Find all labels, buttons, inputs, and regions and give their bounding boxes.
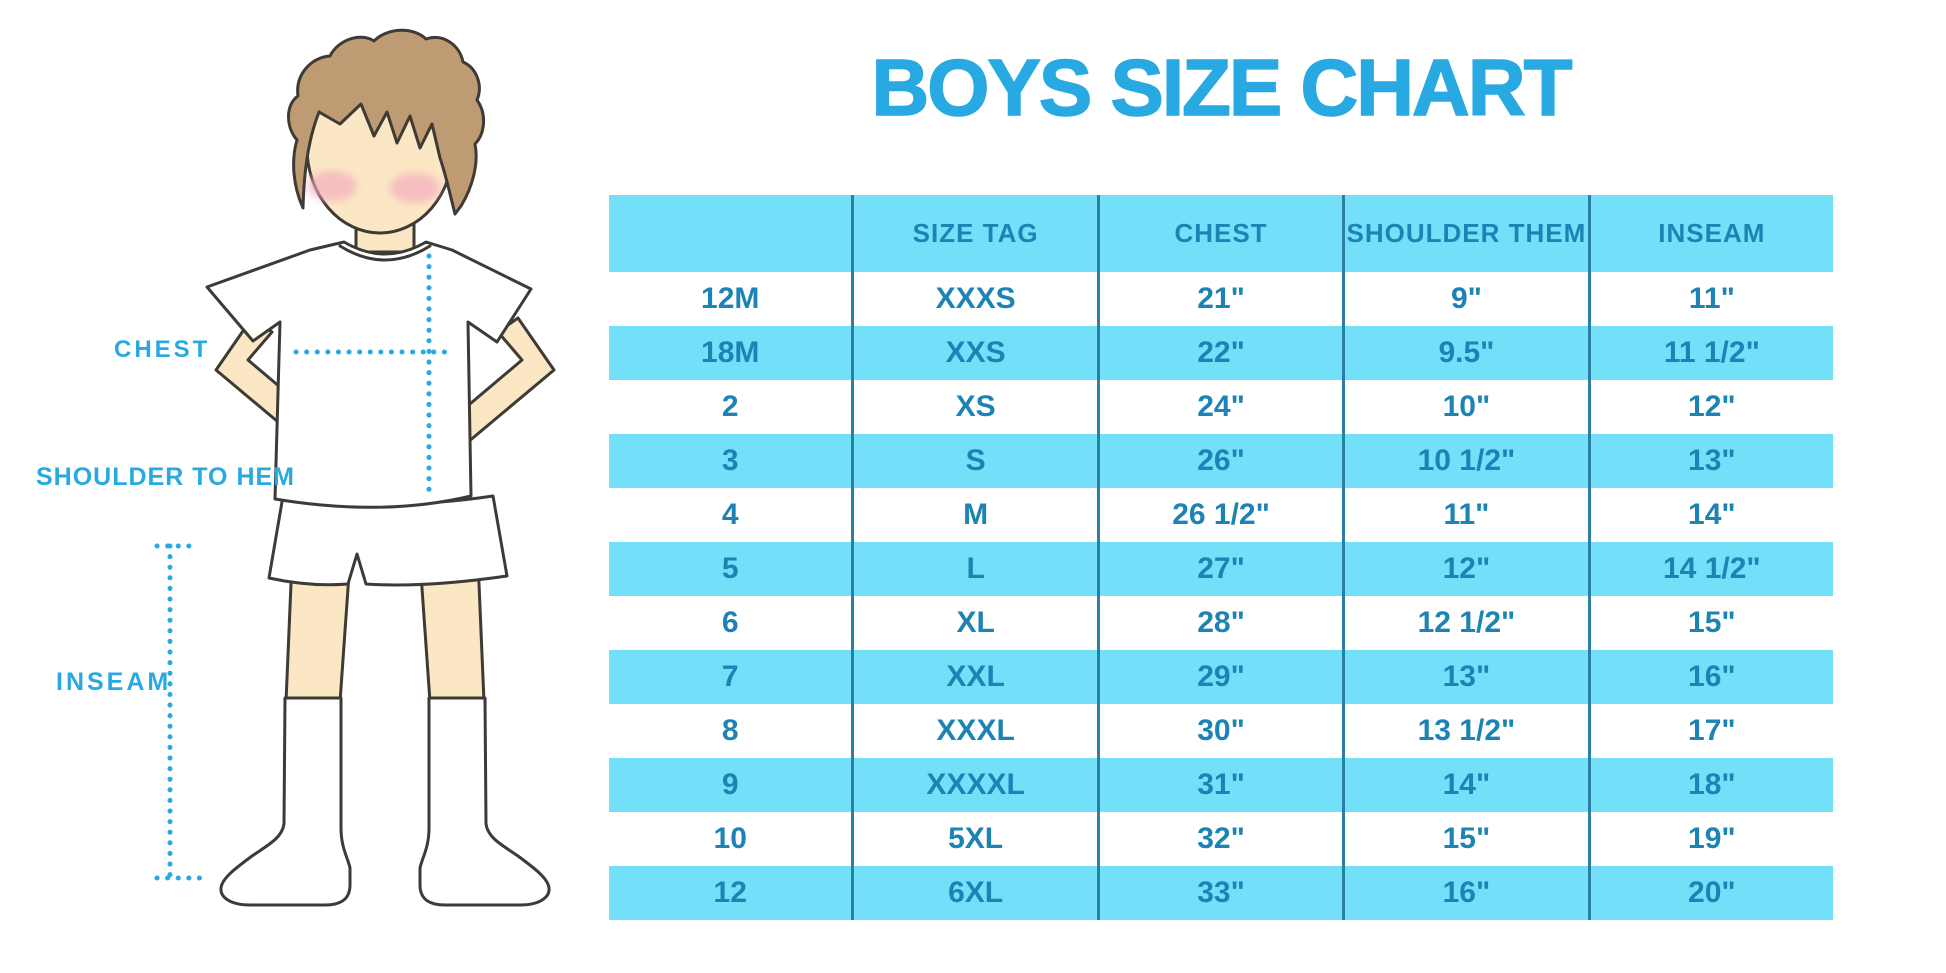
inseam-label: INSEAM — [56, 668, 172, 696]
cell: 7 — [609, 650, 855, 704]
cell: 31" — [1100, 758, 1346, 812]
cell: 16" — [1688, 660, 1736, 693]
shoulder-to-hem-label: SHOULDER TO HEM — [36, 463, 295, 491]
cell: 30" — [1100, 704, 1346, 758]
cell: 24" — [1100, 380, 1346, 434]
header-cell: SHOULDER THEM — [1345, 195, 1591, 272]
table-row-size-6: 6 XL 28" 12 1/2" 15" — [609, 596, 1833, 650]
cell: 5 — [609, 542, 855, 596]
cell: 18M — [609, 326, 855, 380]
cell: 14" — [1688, 498, 1736, 531]
cell: 21" — [1100, 272, 1346, 326]
cell: 10 — [609, 812, 855, 866]
cell: S — [854, 434, 1100, 488]
table-header-row: SIZE TAG CHEST SHOULDER THEM INSEAM — [609, 195, 1833, 272]
boy-tshirt — [205, 240, 533, 509]
cell: 11" — [1345, 488, 1591, 542]
cell: 5XL — [854, 812, 1100, 866]
chest-label: CHEST — [114, 336, 211, 363]
cell: 12 — [609, 866, 855, 920]
cell: 12" — [1688, 390, 1736, 423]
cell: 10 1/2" — [1345, 434, 1591, 488]
cell: 26 1/2" — [1100, 488, 1346, 542]
cell: 6 — [609, 596, 855, 650]
cell: 12 1/2" — [1345, 596, 1591, 650]
header-cell — [609, 195, 855, 272]
cell: 29" — [1100, 650, 1346, 704]
cell: XXS — [854, 326, 1100, 380]
cell: XS — [854, 380, 1100, 434]
table-row-size-9: 9 XXXXL 31" 14" 18" — [609, 758, 1833, 812]
boy-shorts — [267, 494, 509, 587]
cell: 11 1/2" — [1663, 336, 1760, 369]
header-cell: INSEAM — [1658, 218, 1766, 248]
table-row-size-2: 2 XS 24" 10" 12" — [609, 380, 1833, 434]
cell: 12" — [1345, 542, 1591, 596]
size-table: SIZE TAG CHEST SHOULDER THEM INSEAM 12M XXXS 2… — [609, 195, 1833, 920]
cell: 14 1/2" — [1663, 552, 1761, 585]
cell: 33" — [1100, 866, 1346, 920]
cell: 13 1/2" — [1345, 704, 1591, 758]
cell: 9 — [609, 758, 855, 812]
cell: 32" — [1100, 812, 1346, 866]
table-row-size-5: 5 L 27" 12" 14 1/2" — [609, 542, 1833, 596]
boy-right-arm — [456, 316, 556, 444]
cell: 15" — [1688, 606, 1736, 639]
cell: 12M — [609, 272, 855, 326]
header-cell: SIZE TAG — [854, 195, 1100, 272]
cell: 2 — [609, 380, 855, 434]
cell: 19" — [1688, 822, 1736, 855]
cell: M — [854, 488, 1100, 542]
cell: 27" — [1100, 542, 1346, 596]
cell: 10" — [1345, 380, 1591, 434]
cell: 28" — [1100, 596, 1346, 650]
table-row-size-3: 3 S 26" 10 1/2" 13" — [609, 434, 1833, 488]
cell: 3 — [609, 434, 855, 488]
cell: 17" — [1688, 714, 1736, 747]
boy-measurement-figure — [154, 28, 556, 907]
cell: XL — [854, 596, 1100, 650]
boy-blush-left — [307, 171, 357, 201]
table-row-size-12: 12 6XL 33" 16" 20" — [609, 866, 1833, 920]
cell: XXXL — [854, 704, 1100, 758]
cell: 18" — [1688, 768, 1736, 801]
cell: 13" — [1688, 444, 1736, 477]
table-row-size-18M: 18M XXS 22" 9.5" 11 1/2" — [609, 326, 1833, 380]
boy-right-sock — [418, 696, 551, 907]
cell: XXXXL — [854, 758, 1100, 812]
table-row-size-12M: 12M XXXS 21" 9" 11" — [609, 272, 1833, 326]
page-title: BOYS SIZE CHART — [871, 42, 1573, 133]
boy-tshirt-collar — [338, 244, 432, 262]
header-cell: CHEST — [1100, 195, 1346, 272]
cell: 4 — [609, 488, 855, 542]
cell: 9.5" — [1345, 326, 1591, 380]
cell: 16" — [1345, 866, 1591, 920]
table-row-size-10: 10 5XL 32" 15" 19" — [609, 812, 1833, 866]
cell: 6XL — [854, 866, 1100, 920]
cell: 22" — [1100, 326, 1346, 380]
table-row-size-7: 7 XXL 29" 13" 16" — [609, 650, 1833, 704]
cell: 26" — [1100, 434, 1346, 488]
cell: L — [854, 542, 1100, 596]
boy-hair — [287, 28, 485, 216]
boy-left-sock — [219, 696, 352, 907]
cell: 13" — [1345, 650, 1591, 704]
cell: XXXS — [854, 272, 1100, 326]
table-row-size-4: 4 M 26 1/2" 11" 14" — [609, 488, 1833, 542]
cell: 11" — [1688, 282, 1735, 315]
table-row-size-8: 8 XXXL 30" 13 1/2" 17" — [609, 704, 1833, 758]
cell: XXL — [854, 650, 1100, 704]
cell: 8 — [609, 704, 855, 758]
cell: 14" — [1345, 758, 1591, 812]
cell: 15" — [1345, 812, 1591, 866]
boy-blush-right — [390, 173, 440, 203]
cell: 9" — [1345, 272, 1591, 326]
cell: 20" — [1688, 876, 1736, 909]
